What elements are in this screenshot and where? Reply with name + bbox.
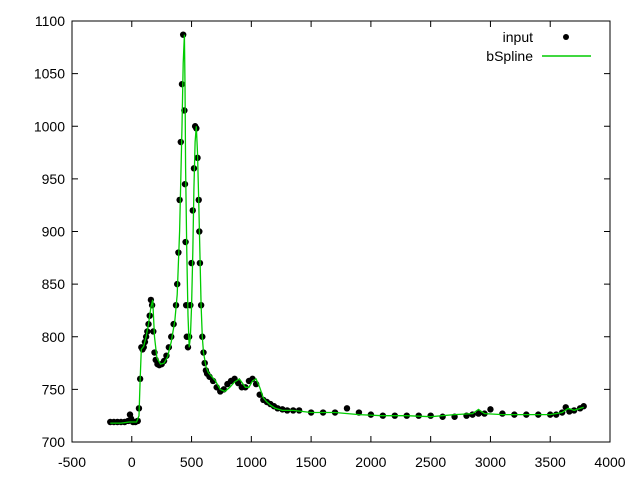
x-tick-label: 3500 xyxy=(535,454,566,470)
y-tick-label: 900 xyxy=(42,224,66,240)
legend-label-bspline: bSpline xyxy=(486,48,533,64)
input-point xyxy=(439,413,446,420)
legend-marker-input xyxy=(563,34,569,40)
x-tick-label: -500 xyxy=(58,454,86,470)
x-tick-label: 500 xyxy=(180,454,204,470)
y-tick-label: 1050 xyxy=(34,66,65,82)
legend-label-input: input xyxy=(503,29,533,45)
input-point xyxy=(343,405,351,412)
x-tick-label: 4000 xyxy=(594,454,625,470)
y-tick-label: 750 xyxy=(42,381,66,397)
input-point xyxy=(181,180,189,188)
input-point xyxy=(475,410,482,417)
y-tick-label: 800 xyxy=(42,329,66,345)
x-tick-label: 2500 xyxy=(415,454,446,470)
input-point xyxy=(295,407,303,414)
input-point xyxy=(178,80,186,88)
bspline-line xyxy=(110,34,584,424)
input-point xyxy=(499,410,506,417)
y-tick-label: 950 xyxy=(42,171,66,187)
x-tick-label: 3000 xyxy=(475,454,506,470)
input-point xyxy=(184,344,192,351)
input-point xyxy=(177,138,184,146)
y-tick-label: 700 xyxy=(42,434,66,450)
x-tick-label: 2000 xyxy=(355,454,386,470)
input-point xyxy=(179,31,187,38)
input-point xyxy=(150,328,157,335)
x-tick-label: 1000 xyxy=(236,454,267,470)
x-tick-label: 1500 xyxy=(296,454,327,470)
y-tick-label: 1000 xyxy=(34,118,65,134)
y-tick-label: 850 xyxy=(42,276,66,292)
legend: input bSpline xyxy=(486,29,591,64)
plot-frame xyxy=(71,20,611,443)
series-layer xyxy=(107,31,587,426)
input-point xyxy=(188,259,195,267)
input-point xyxy=(553,411,560,418)
axis-tick-labels: -500 0 500 1000 1500 2000 2500 3000 3500 4000 700 7… xyxy=(34,13,626,470)
x-tick-label: 0 xyxy=(128,454,136,470)
axis-ticks xyxy=(71,20,611,443)
input-point xyxy=(182,238,189,246)
y-tick-label: 1100 xyxy=(35,13,65,29)
input-point xyxy=(189,207,196,214)
input-point xyxy=(487,406,494,413)
input-point xyxy=(427,412,434,419)
input-point xyxy=(176,196,183,204)
